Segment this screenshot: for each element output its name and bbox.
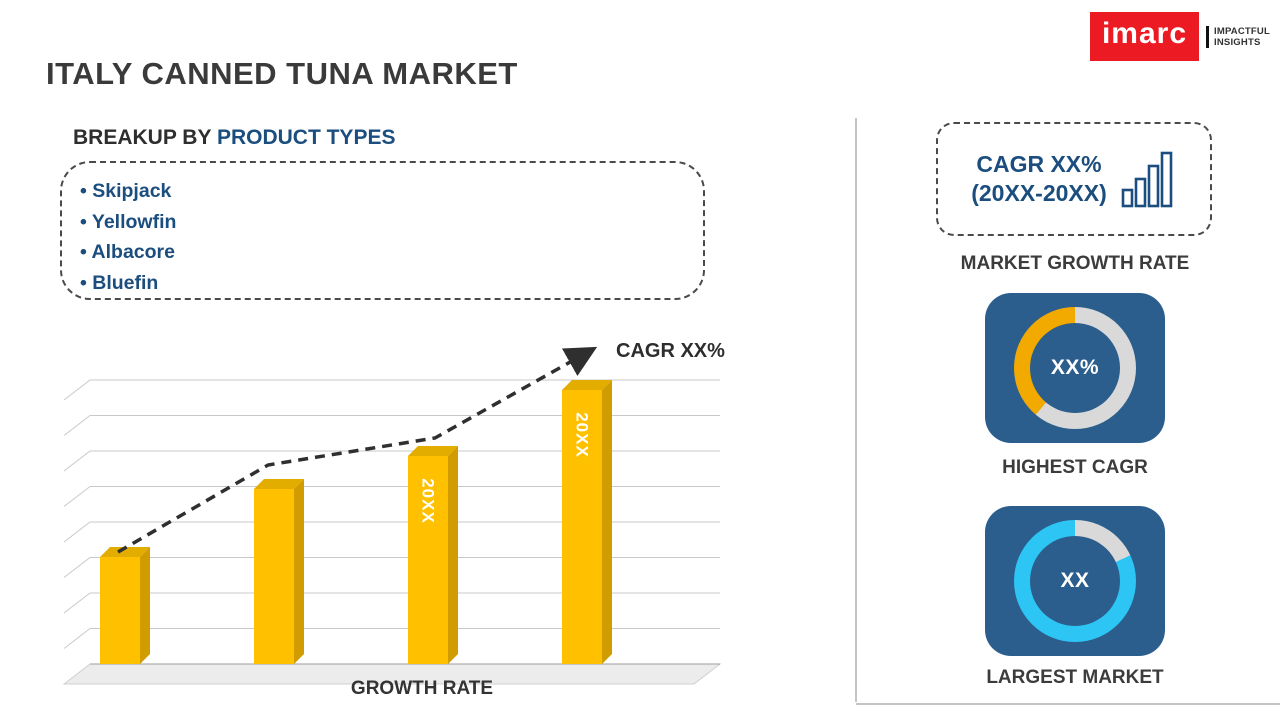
bar-chart-icon: [1121, 151, 1173, 208]
list-item: Albacore: [80, 237, 703, 268]
x-axis-label: GROWTH RATE: [350, 678, 494, 699]
largest-market-card: XX: [985, 506, 1165, 656]
cagr-annotation: CAGR XX%: [616, 340, 725, 362]
cagr-card-text: CAGR XX% (20XX-20XX): [971, 150, 1107, 208]
svg-text:20XX: 20XX: [573, 412, 592, 458]
highest-cagr-donut: XX%: [1014, 307, 1136, 429]
imarc-logo-tagline: IMPACTFUL INSIGHTS: [1206, 25, 1270, 48]
bottom-divider: [856, 703, 1280, 705]
product-types-list: Skipjack Yellowfin Albacore Bluefin: [62, 176, 703, 298]
list-item: Skipjack: [80, 176, 703, 207]
product-types-box: Skipjack Yellowfin Albacore Bluefin: [60, 161, 705, 300]
vertical-divider: [855, 118, 857, 702]
bar-chart: 20XX 20XX: [62, 346, 722, 685]
tagline-line2: INSIGHTS: [1214, 36, 1261, 48]
bars: 20XX 20XX: [100, 380, 612, 664]
growth-chart: 20XX 20XX: [60, 338, 725, 686]
cagr-value: CAGR XX%: [976, 151, 1102, 177]
market-growth-rate-label: MARKET GROWTH RATE: [960, 253, 1190, 274]
imarc-logo-wordmark: imarc: [1089, 12, 1200, 61]
largest-market-donut: XX: [1014, 520, 1136, 642]
page-title: ITALY CANNED TUNA MARKET: [46, 56, 518, 91]
section-heading: BREAKUP BY PRODUCT TYPES: [73, 126, 395, 150]
highest-cagr-value: XX%: [1050, 356, 1100, 379]
list-item: Bluefin: [80, 268, 703, 299]
tagline-line1: IMPACTFUL: [1214, 25, 1270, 37]
heading-highlight: PRODUCT TYPES: [216, 126, 396, 149]
list-item: Yellowfin: [80, 207, 703, 238]
imarc-logo: imarc IMPACTFUL INSIGHTS: [1089, 12, 1270, 61]
donut-hole: [1030, 536, 1120, 626]
heading-prefix: BREAKUP BY: [73, 126, 217, 149]
trend-arrow: [117, 346, 598, 554]
highest-cagr-card: XX%: [985, 293, 1165, 443]
largest-market-value: XX: [1060, 569, 1090, 592]
donut-hole: [1030, 323, 1120, 413]
highest-cagr-label: HIGHEST CAGR: [1002, 457, 1148, 478]
cagr-card: CAGR XX% (20XX-20XX): [936, 122, 1212, 236]
largest-market-label: LARGEST MARKET: [986, 667, 1164, 688]
cagr-period: (20XX-20XX): [971, 180, 1107, 206]
gridlines: [62, 379, 722, 685]
svg-text:20XX: 20XX: [419, 478, 438, 524]
